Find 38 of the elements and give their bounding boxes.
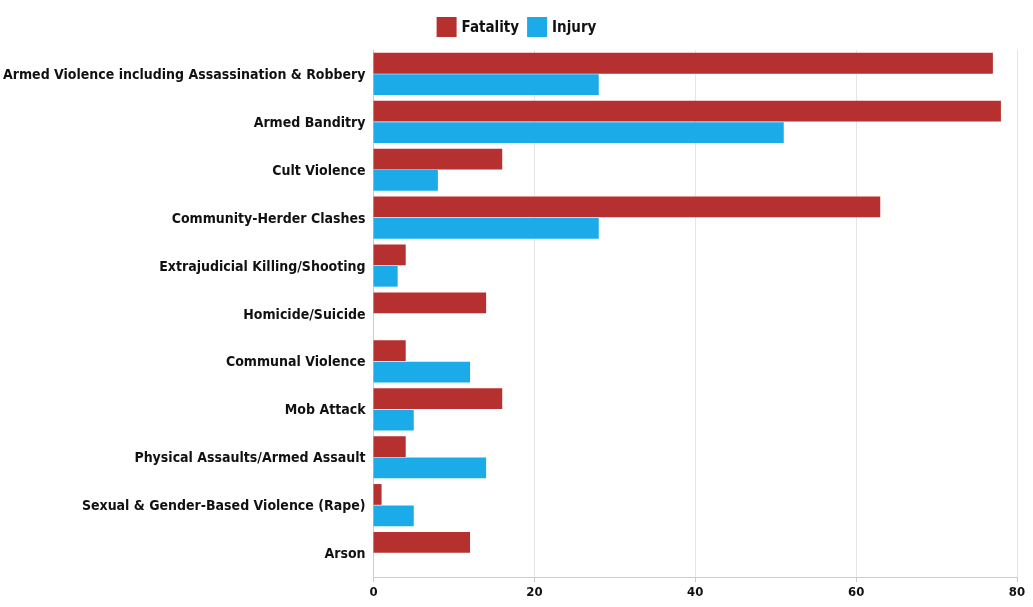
bar [373,292,487,314]
bar [373,340,406,362]
y-tick-label: Communal Violence [225,353,366,370]
bar [373,170,438,191]
bar [373,409,414,431]
y-tick-label: Cult Violence [272,161,366,178]
bar [373,484,382,505]
bar [373,52,993,74]
y-tick-label: Arson [324,545,366,562]
x-tick-label: 80 [1008,584,1026,599]
bar [373,74,599,96]
bar [373,148,503,170]
bar [373,436,406,457]
bar [373,505,414,527]
y-tick-label: Extrajudicial Killing/Shooting [159,257,366,274]
y-tick-label: Homicide/Suicide [243,305,366,322]
bar [373,196,881,218]
bar [373,244,406,266]
y-tick-label: Mob Attack [284,401,367,418]
bar [373,361,471,383]
y-tick-label: Armed Violence including Assassination & Robbery [3,65,366,82]
y-tick-label: Community-Herder Clashes [171,209,366,226]
bar [373,265,398,287]
x-tick-label: 20 [526,584,543,599]
bar [373,100,1001,122]
x-tick-label: 0 [369,584,378,599]
x-tick-label: 60 [847,584,865,599]
bar [373,531,471,553]
bar [373,388,503,410]
y-tick-label: Sexual & Gender-Based Violence (Rape) [81,497,366,514]
legend-label: Injury [552,18,597,36]
bar [373,217,599,239]
y-tick-label: Physical Assaults/Armed Assault [134,449,366,466]
bar [373,122,784,143]
bar [373,457,487,479]
x-tick-label: 40 [687,584,704,599]
legend-label: Fatality [461,18,520,36]
y-tick-label: Armed Banditry [253,113,366,130]
